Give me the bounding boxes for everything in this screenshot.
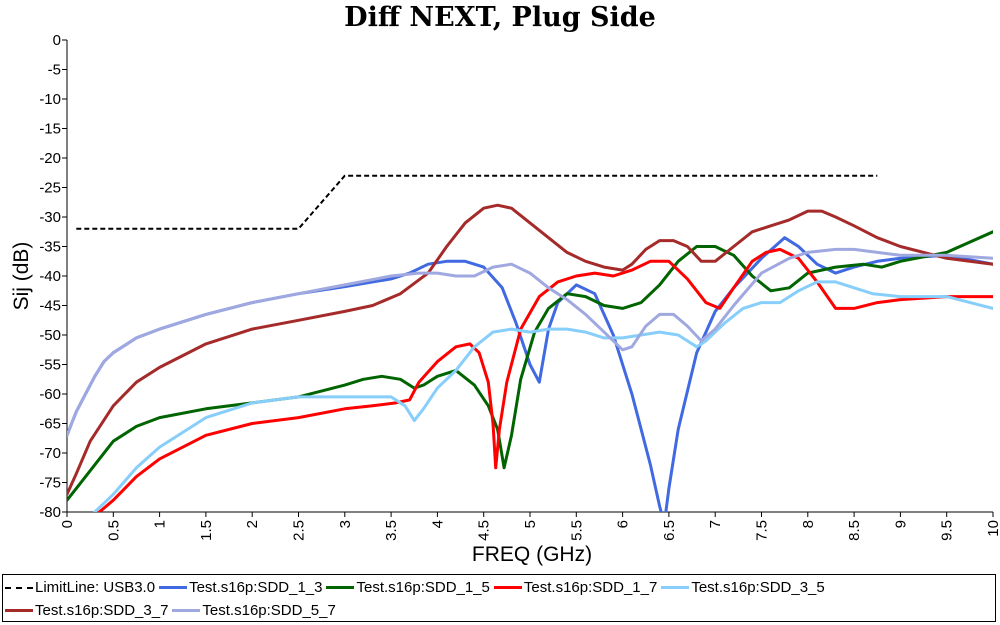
x-tick-label: 4 xyxy=(429,520,446,528)
x-tick-label: 8.5 xyxy=(846,520,863,541)
series-line-4 xyxy=(93,280,993,512)
y-tick-label: -75 xyxy=(39,475,61,492)
x-tick-label: 4.5 xyxy=(476,520,493,541)
series-line-0 xyxy=(76,174,878,230)
series-group xyxy=(67,174,993,512)
x-tick-label: 6 xyxy=(615,520,632,528)
x-tick-label: 5 xyxy=(522,520,539,528)
chart-area: 0 -5 -10 -15 -20 -25 -30 -35 -40 -45 -50 -55 -60 -65 -… xyxy=(10,32,1000,566)
legend: LimitLine: USB3.0 Test.s16p:SDD_1_3 Test.s… xyxy=(2,574,996,622)
series-line-1 xyxy=(67,236,993,512)
x-tick-label: 0.5 xyxy=(105,520,122,541)
legend-swatch xyxy=(172,609,201,612)
chart-title: Diff NEXT, Plug Side xyxy=(344,2,656,33)
y-tick-label: -60 xyxy=(39,386,61,403)
y-tick-label: -30 xyxy=(39,209,61,226)
legend-swatch xyxy=(493,586,522,589)
x-tick-label: 2.5 xyxy=(291,520,308,541)
x-tick-label: 9 xyxy=(892,520,909,528)
legend-label: Test.s16p:SDD_1_3 xyxy=(189,579,323,596)
y-tick-label: -40 xyxy=(39,268,61,285)
y-tick-label: -15 xyxy=(39,121,61,138)
y-tick-label: -65 xyxy=(39,416,61,433)
y-tick-label: -80 xyxy=(39,504,61,521)
y-axis-label: Sij (dB) xyxy=(10,242,33,311)
x-tick-label: 7 xyxy=(707,520,724,528)
x-tick-label: 3 xyxy=(337,520,354,528)
legend-item: Test.s16p:SDD_1_5 xyxy=(326,579,490,596)
y-tick-label: -45 xyxy=(39,298,61,315)
legend-swatch xyxy=(5,586,33,589)
legend-swatch xyxy=(326,586,355,589)
x-tick-label: 8 xyxy=(800,520,817,528)
x-tick-label: 6.5 xyxy=(661,520,678,541)
y-tick-label: -20 xyxy=(39,150,61,167)
legend-item: Test.s16p:SDD_1_7 xyxy=(493,579,658,596)
legend-item: Test.s16p:SDD_3_5 xyxy=(661,579,825,596)
y-tick-label: 0 xyxy=(53,32,61,49)
x-tick-label: 5.5 xyxy=(568,520,585,541)
y-tick-label: -35 xyxy=(39,239,61,256)
y-tick-label: -5 xyxy=(48,62,61,79)
legend-label: Test.s16p:SDD_3_7 xyxy=(35,602,169,619)
x-tick-label: 7.5 xyxy=(754,520,771,541)
legend-label: Test.s16p:SDD_3_5 xyxy=(691,579,825,596)
x-tick-label: 0 xyxy=(59,520,76,528)
legend-row: Test.s16p:SDD_3_7 Test.s16p:SDD_5_7 xyxy=(5,599,995,622)
legend-label: Test.s16p:SDD_1_7 xyxy=(523,579,658,596)
series-line-3 xyxy=(97,247,993,512)
legend-swatch xyxy=(159,586,188,589)
y-tick-label: -50 xyxy=(39,327,61,344)
x-tick-label: 3.5 xyxy=(383,520,400,541)
legend-label: Test.s16p:SDD_1_5 xyxy=(356,579,490,596)
y-tick-label: -55 xyxy=(39,357,61,374)
y-tick-label: -70 xyxy=(39,445,61,462)
x-tick-label: 1 xyxy=(152,520,169,528)
legend-item: Test.s16p:SDD_3_7 xyxy=(5,602,168,619)
y-tick-label: -25 xyxy=(39,180,61,197)
y-tick-label: -10 xyxy=(39,91,61,108)
legend-swatch xyxy=(5,609,33,612)
legend-item: Test.s16p:SDD_1_3 xyxy=(159,579,322,596)
series-line-6 xyxy=(67,247,993,437)
legend-row: LimitLine: USB3.0 Test.s16p:SDD_1_3 Test.s… xyxy=(5,576,995,599)
legend-swatch xyxy=(661,586,690,589)
series-line-5 xyxy=(67,203,993,496)
legend-label: LimitLine: USB3.0 xyxy=(35,579,156,596)
legend-item: Test.s16p:SDD_5_7 xyxy=(172,602,336,619)
x-tick-label: 9.5 xyxy=(939,520,956,541)
legend-item: LimitLine: USB3.0 xyxy=(5,579,155,596)
legend-label: Test.s16p:SDD_5_7 xyxy=(202,602,336,619)
x-tick-label: 1.5 xyxy=(198,520,215,541)
x-tick-label: 10 xyxy=(985,520,1000,537)
x-axis-label: FREQ (GHz) xyxy=(472,543,592,566)
x-tick-label: 2 xyxy=(244,520,261,528)
